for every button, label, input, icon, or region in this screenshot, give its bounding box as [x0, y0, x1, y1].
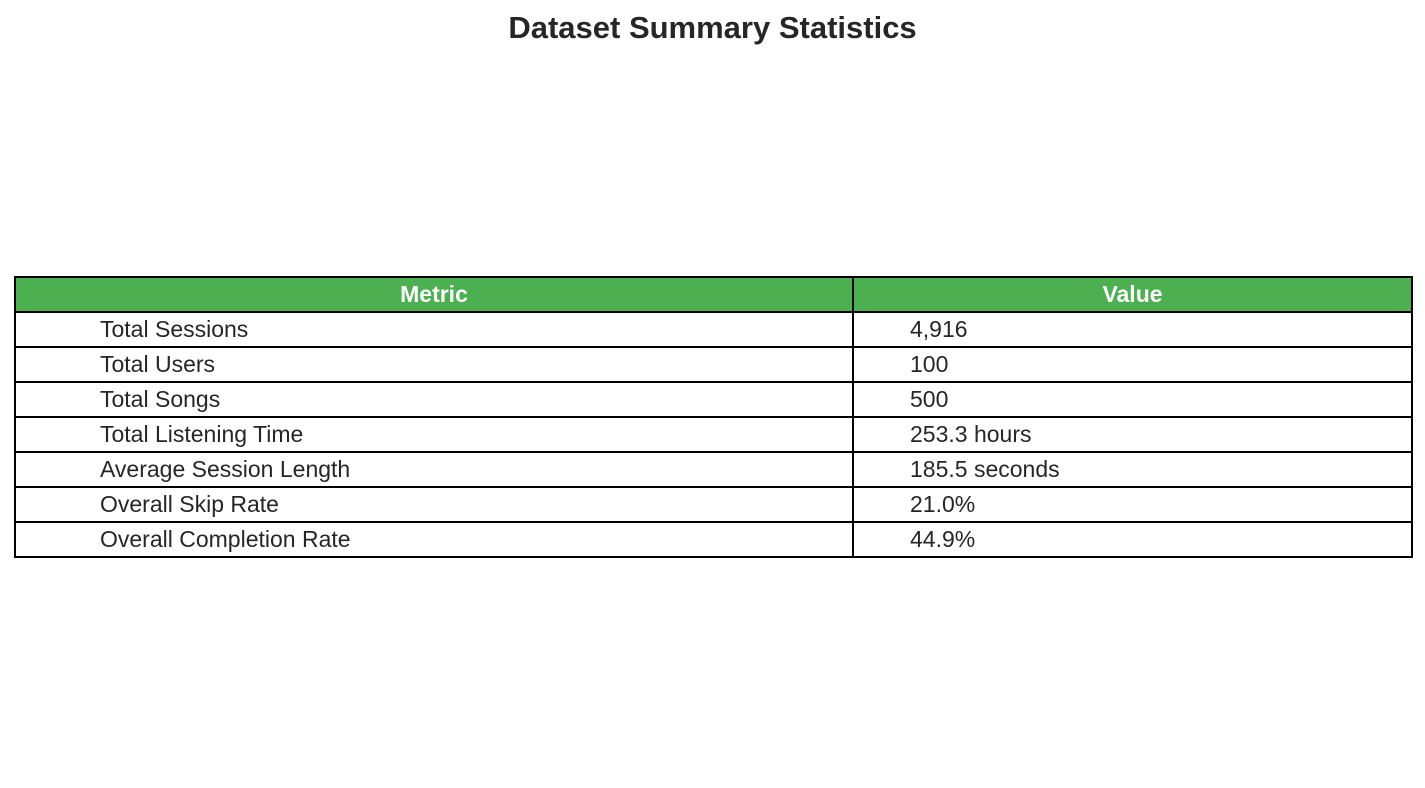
table-row: Total Listening Time 253.3 hours	[14, 416, 1413, 453]
table-row: Total Users 100	[14, 346, 1413, 383]
table-header-row: Metric Value	[14, 276, 1413, 313]
table-row: Average Session Length 185.5 seconds	[14, 451, 1413, 488]
column-header-metric: Metric	[14, 276, 854, 313]
table-row: Total Sessions 4,916	[14, 311, 1413, 348]
value-cell: 44.9%	[852, 521, 1413, 558]
metric-cell: Total Listening Time	[14, 416, 854, 453]
metric-cell: Average Session Length	[14, 451, 854, 488]
metric-cell: Total Songs	[14, 381, 854, 418]
metric-cell: Total Sessions	[14, 311, 854, 348]
summary-table: Metric Value Total Sessions 4,916 Total …	[14, 276, 1413, 558]
metric-cell: Overall Completion Rate	[14, 521, 854, 558]
chart-title: Dataset Summary Statistics	[508, 10, 917, 45]
metric-cell: Overall Skip Rate	[14, 486, 854, 523]
table-row: Total Songs 500	[14, 381, 1413, 418]
metric-cell: Total Users	[14, 346, 854, 383]
table-row: Overall Completion Rate 44.9%	[14, 521, 1413, 558]
value-cell: 21.0%	[852, 486, 1413, 523]
table-row: Overall Skip Rate 21.0%	[14, 486, 1413, 523]
value-cell: 500	[852, 381, 1413, 418]
column-header-value: Value	[852, 276, 1413, 313]
value-cell: 253.3 hours	[852, 416, 1413, 453]
value-cell: 185.5 seconds	[852, 451, 1413, 488]
value-cell: 4,916	[852, 311, 1413, 348]
value-cell: 100	[852, 346, 1413, 383]
